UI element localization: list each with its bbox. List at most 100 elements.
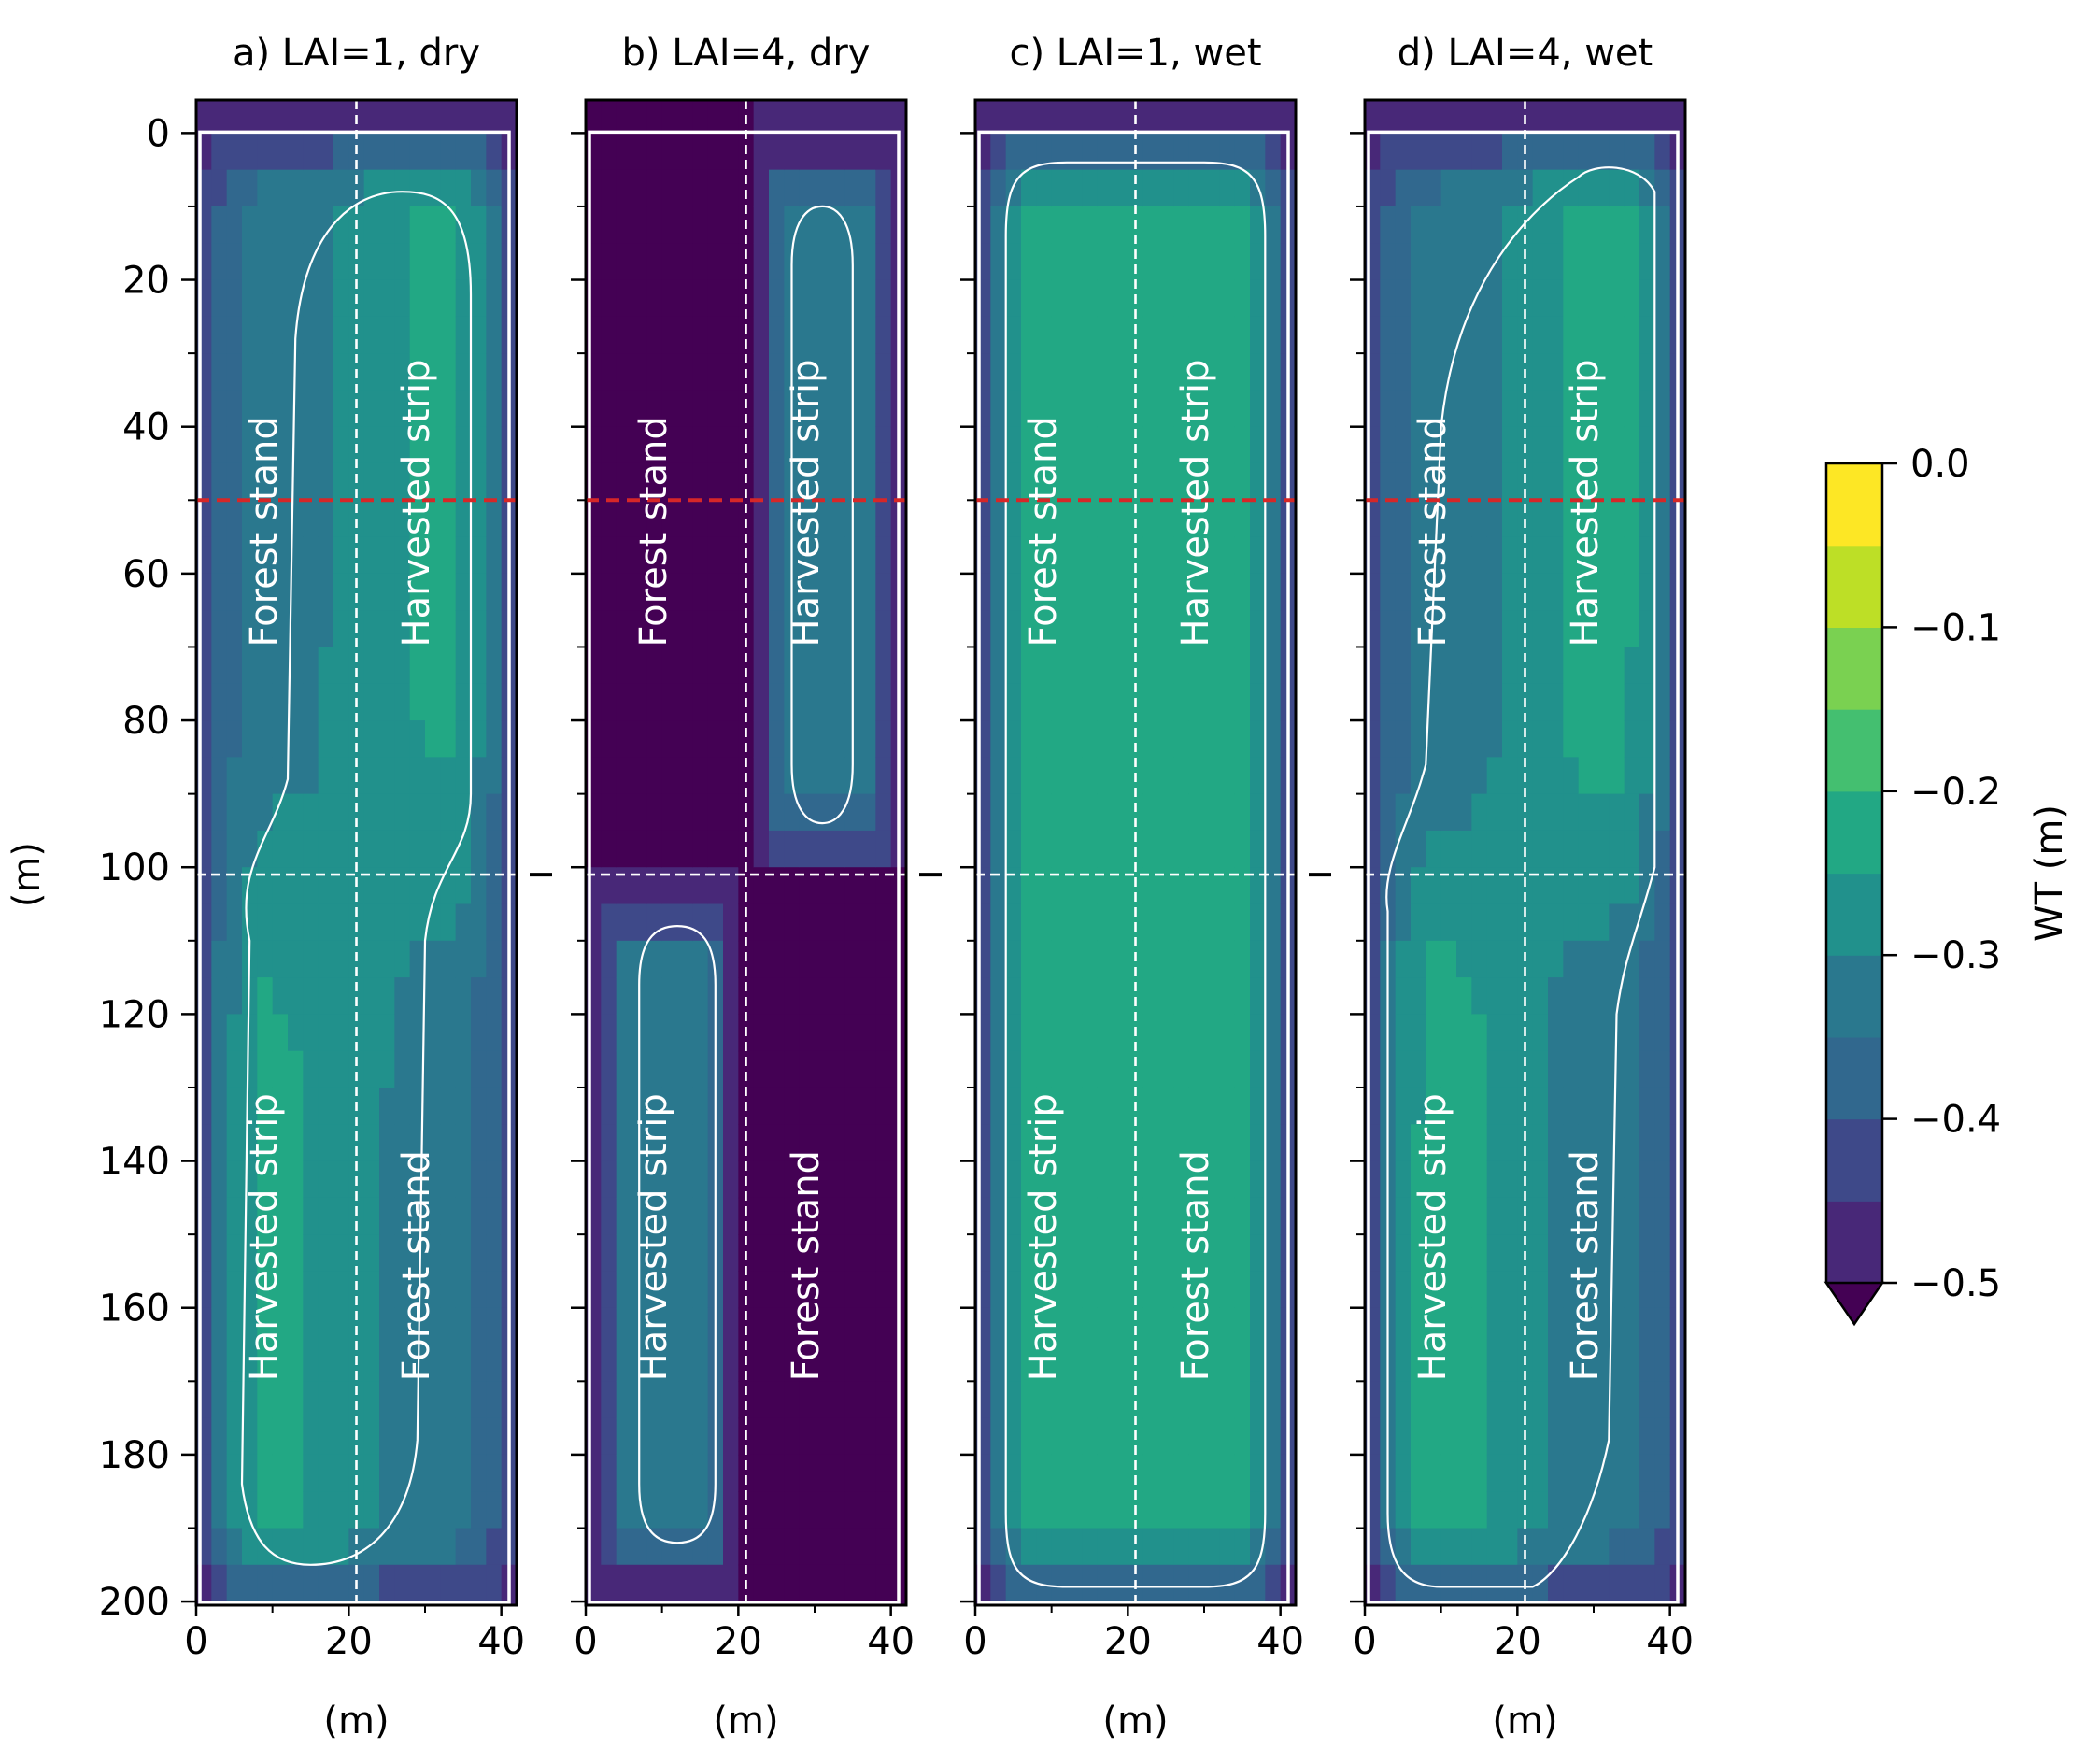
strip-label-bottom-right: Forest stand [785,1150,828,1381]
heatmap-cell [1113,977,1128,1015]
heatmap-cell [272,1417,289,1456]
heatmap-cell [1250,830,1266,868]
heatmap-cell [455,279,472,318]
heatmap-cell [272,1454,289,1492]
heatmap-cell [257,573,274,611]
heatmap-cell [1097,793,1114,832]
heatmap-cell [1158,100,1174,134]
heatmap-cell [363,1050,380,1088]
heatmap-cell [1158,1491,1174,1529]
heatmap-cell [363,647,380,685]
heatmap-cell [1440,243,1457,281]
heatmap-cell [769,536,785,575]
heatmap-cell [616,1160,632,1199]
heatmap-cell [1471,1564,1488,1602]
heatmap-cell [707,279,724,318]
heatmap-cell [784,100,801,134]
heatmap-cell [1594,1564,1610,1602]
heatmap-cell [769,100,785,134]
heatmap-cell [242,133,258,171]
heatmap-cell [723,1417,739,1456]
heatmap-cell [1654,610,1671,648]
heatmap-cell [1639,279,1655,318]
heatmap-cell [616,720,632,758]
heatmap-cell [1456,867,1472,905]
heatmap-cell [211,316,228,354]
heatmap-cell [1082,206,1099,244]
heatmap-cell [440,610,457,648]
heatmap-cell [875,206,892,244]
heatmap-cell [333,1234,349,1273]
heatmap-cell [471,830,487,868]
heatmap-cell [1051,1381,1068,1419]
heatmap-cell [1426,1124,1442,1162]
heatmap-cell [1440,977,1457,1015]
heatmap-cell [1051,1197,1068,1235]
heatmap-cell [1158,793,1174,832]
heatmap-cell [272,1345,289,1382]
strip-label-bottom-left: Harvested strip [632,1093,675,1381]
heatmap-cell [1173,1417,1190,1456]
heatmap-cell [1471,1087,1488,1125]
heatmap-cell [1067,500,1083,538]
heatmap-cell [1051,500,1068,538]
heatmap-cell [799,867,816,905]
heatmap-cell [616,1454,632,1492]
heatmap-cell [394,903,411,942]
heatmap-cell [1250,1124,1266,1162]
heatmap-cell [242,1491,258,1529]
heatmap-cell [1250,1491,1266,1529]
heatmap-cell [844,1271,861,1309]
heatmap-cell [363,1345,380,1382]
heatmap-cell [769,1087,785,1125]
heatmap-cell [1234,1345,1251,1382]
heatmap-cell [1051,1345,1068,1382]
heatmap-cell [799,1050,816,1088]
heatmap-cell [226,1528,243,1566]
heatmap-cell [318,279,334,318]
heatmap-cell [333,1417,349,1456]
heatmap-cell [348,316,365,354]
heatmap-cell [1082,1160,1099,1199]
heatmap-cell [1250,500,1266,538]
heatmap-cell [211,1345,228,1382]
heatmap-cell [1219,1417,1236,1456]
heatmap-cell [616,1124,632,1162]
heatmap-cell [661,1491,678,1529]
heatmap-cell [799,279,816,318]
heatmap-cell [799,1381,816,1419]
heatmap-cell [1021,1381,1037,1419]
heatmap-cell [1250,206,1266,244]
heatmap-cell [272,462,289,501]
heatmap-cell [723,1197,739,1235]
heatmap-cell [707,462,724,501]
heatmap-cell [242,279,258,318]
heatmap-cell [1563,573,1580,611]
heatmap-cell [799,462,816,501]
heatmap-cell [440,1160,457,1199]
heatmap-cell [1067,1528,1083,1566]
heatmap-cell [1502,903,1518,942]
heatmap-cell [1082,1345,1099,1382]
heatmap-cell [646,1528,663,1566]
heatmap-cell [860,1160,876,1199]
heatmap-cell [379,1381,395,1419]
heatmap-cell [830,100,846,134]
heatmap-cell [784,867,801,905]
x-tick-label: 20 [325,1620,373,1663]
heatmap-cell [1234,1417,1251,1456]
heatmap-cell [1609,720,1625,758]
heatmap-cell [1021,206,1037,244]
heatmap-cell [1021,133,1037,171]
heatmap-cell [211,243,228,281]
heatmap-cell [288,1307,304,1345]
heatmap-cell [646,1087,663,1125]
heatmap-cell [1578,1345,1595,1382]
heatmap-cell [333,757,349,795]
colorbar-tick-label: −0.2 [1910,771,2001,814]
heatmap-cell [1532,647,1549,685]
heatmap-cell [799,1124,816,1162]
heatmap-cell [1594,536,1610,575]
heatmap-cell [394,1014,411,1052]
